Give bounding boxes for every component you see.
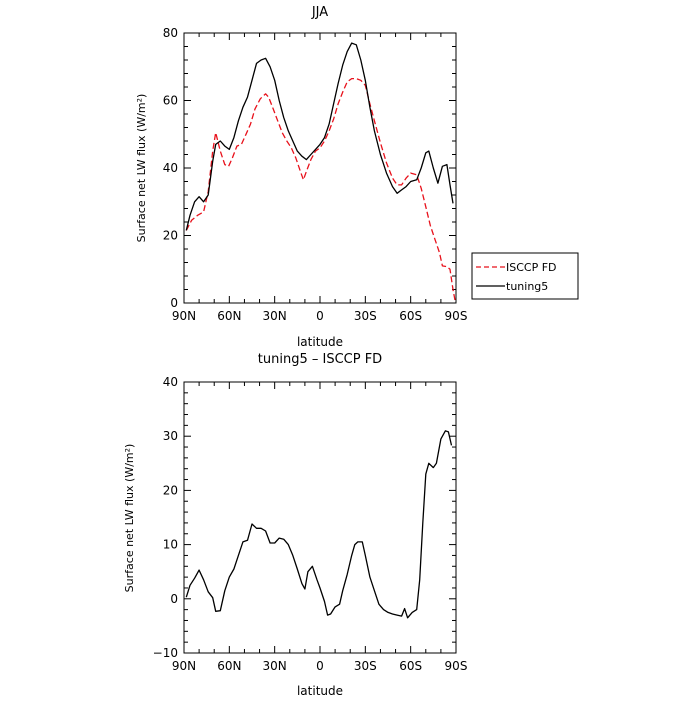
panel1-series bbox=[185, 42, 456, 302]
legend-label-tuning5: tuning5 bbox=[506, 280, 548, 293]
x-tick-label: 60S bbox=[399, 309, 422, 323]
y-tick-label: 20 bbox=[163, 483, 178, 497]
y-tick-label: 40 bbox=[163, 375, 178, 389]
y-tick-label: 60 bbox=[163, 94, 178, 108]
panel1-frame bbox=[183, 32, 457, 304]
panel-difference: tuning5 – ISCCP FD 90N 60N 30N 0 30S 60S 90S −1… bbox=[123, 352, 467, 698]
y-tick-label: 10 bbox=[163, 538, 178, 552]
x-tick-label: 60S bbox=[399, 659, 422, 673]
panel2-series bbox=[185, 430, 453, 619]
x-tick-label: 30S bbox=[354, 659, 377, 673]
panel1-ylabel: Surface net LW flux (W/m²) bbox=[135, 94, 148, 243]
x-tick-label: 60N bbox=[217, 659, 241, 673]
y-tick-label: 30 bbox=[163, 429, 178, 443]
panel2-ticks: 90N 60N 30N 0 30S 60S 90S −10 0 10 20 30 40 bbox=[153, 375, 468, 673]
x-tick-label: 90N bbox=[172, 659, 196, 673]
x-tick-label: 60N bbox=[217, 309, 241, 323]
x-tick-label: 0 bbox=[316, 309, 324, 323]
panel1-ticks: 90N 60N 30N 0 30S 60S 90S 0 20 40 60 80 bbox=[163, 26, 468, 323]
y-tick-label: 0 bbox=[170, 592, 178, 606]
series-line-isccp-fd bbox=[185, 77, 456, 302]
x-tick-label: 30S bbox=[354, 309, 377, 323]
panel1-xlabel: latitude bbox=[297, 335, 343, 349]
series-line-difference bbox=[185, 430, 453, 619]
y-tick-label: 80 bbox=[163, 26, 178, 40]
y-tick-label: 20 bbox=[163, 229, 178, 243]
y-tick-label: 40 bbox=[163, 161, 178, 175]
legend: ISCCP FD tuning5 bbox=[471, 252, 579, 300]
y-tick-label: −10 bbox=[153, 646, 178, 660]
panel2-frame bbox=[183, 381, 457, 654]
panel-jja: JJA 90N 60N 30N 0 30S 60S 90S 0 20 40 60 80 latitud… bbox=[135, 5, 579, 349]
panel1-title: JJA bbox=[311, 5, 328, 20]
x-tick-label: 90N bbox=[172, 309, 196, 323]
y-tick-label: 0 bbox=[170, 296, 178, 310]
legend-label-isccp: ISCCP FD bbox=[506, 261, 557, 274]
x-tick-label: 0 bbox=[316, 659, 324, 673]
x-tick-label: 90S bbox=[445, 659, 468, 673]
series-line-tuning5 bbox=[185, 42, 454, 231]
x-tick-label: 30N bbox=[263, 659, 287, 673]
panel2-title: tuning5 – ISCCP FD bbox=[258, 352, 382, 367]
x-tick-label: 30N bbox=[263, 309, 287, 323]
panel2-xlabel: latitude bbox=[297, 684, 343, 698]
x-tick-label: 90S bbox=[445, 309, 468, 323]
panel2-ylabel: Surface net LW flux (W/m²) bbox=[123, 444, 136, 593]
legend-box bbox=[471, 252, 579, 300]
